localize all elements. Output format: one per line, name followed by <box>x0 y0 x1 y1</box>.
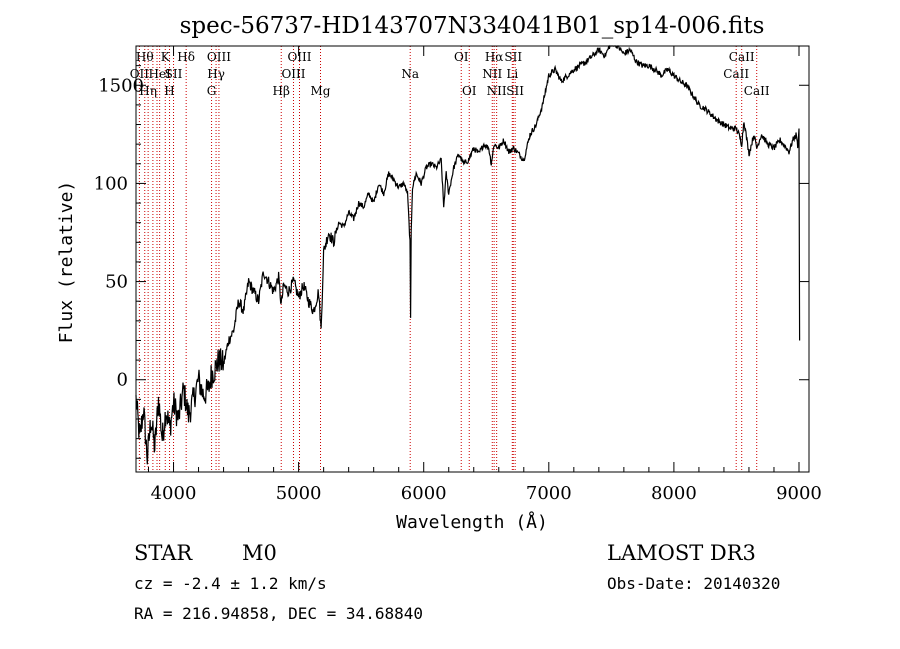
line-label: OI <box>454 50 469 64</box>
x-tick-label: 9000 <box>776 483 822 504</box>
line-label: K <box>161 50 171 64</box>
y-tick-label: 0 <box>117 370 128 391</box>
y-axis-ticks: 0 50 100 1500 <box>94 65 809 459</box>
spectrum-line <box>135 44 801 465</box>
line-label: OIII <box>287 50 311 64</box>
object-subclass: M0 <box>242 541 277 565</box>
line-label: OIII <box>281 67 305 81</box>
line-label: Hη <box>139 84 157 98</box>
line-label: CaII <box>723 67 749 81</box>
line-label: CaII <box>729 50 755 64</box>
line-label: Hβ <box>273 84 290 98</box>
observation-date: Obs-Date: 20140320 <box>607 574 780 593</box>
line-label: Li <box>506 67 518 81</box>
line-label: Mg <box>311 84 331 98</box>
line-label: NII <box>487 84 507 98</box>
line-label: OIII <box>207 50 231 64</box>
spectral-line-markers <box>138 46 758 472</box>
x-tick-label: 8000 <box>651 483 697 504</box>
line-label: SII <box>506 84 524 98</box>
line-label: CaII <box>744 84 770 98</box>
y-tick-label: 100 <box>94 173 128 194</box>
line-label: Na <box>401 67 419 81</box>
y-axis-label: Flux (relative) <box>56 181 77 344</box>
line-label: HeI <box>148 67 171 81</box>
x-axis-ticks: 4000 5000 6000 7000 8000 9000 <box>148 46 822 504</box>
line-label: OII <box>130 67 150 81</box>
survey-name: LAMOST DR3 <box>607 541 756 565</box>
line-label: Hα <box>485 50 504 64</box>
redshift-cz: cz = -2.4 ± 1.2 km/s <box>134 574 327 593</box>
line-label: G <box>207 84 217 98</box>
ra-dec-coordinates: RA = 216.94858, DEC = 34.68840 <box>134 604 423 623</box>
x-tick-label: 4000 <box>151 483 197 504</box>
line-label: Hγ <box>207 67 225 81</box>
line-label: OI <box>462 84 477 98</box>
x-tick-label: 6000 <box>401 483 447 504</box>
object-class: STAR <box>134 541 193 565</box>
line-label: Hδ <box>177 50 195 64</box>
plot-frame <box>135 45 810 473</box>
chart-title: spec-56737-HD143707N334041B01_sp14-006.f… <box>180 13 765 39</box>
line-label: Hθ <box>136 50 154 64</box>
y-tick-label: 50 <box>105 272 128 293</box>
line-label: H <box>164 84 174 98</box>
line-label: NII <box>482 67 502 81</box>
x-tick-label: 5000 <box>276 483 322 504</box>
x-axis-label: Wavelength (Å) <box>396 511 548 533</box>
spectral-line-labels: OII Hθ Hη HeI K H SII Hδ G Hγ OIII Hβ OIII OIII Mg Na OI… <box>130 50 770 98</box>
x-tick-label: 7000 <box>526 483 572 504</box>
line-label: SII <box>504 50 522 64</box>
y-tick-label: 1500 <box>98 75 144 96</box>
line-label: SII <box>165 67 183 81</box>
